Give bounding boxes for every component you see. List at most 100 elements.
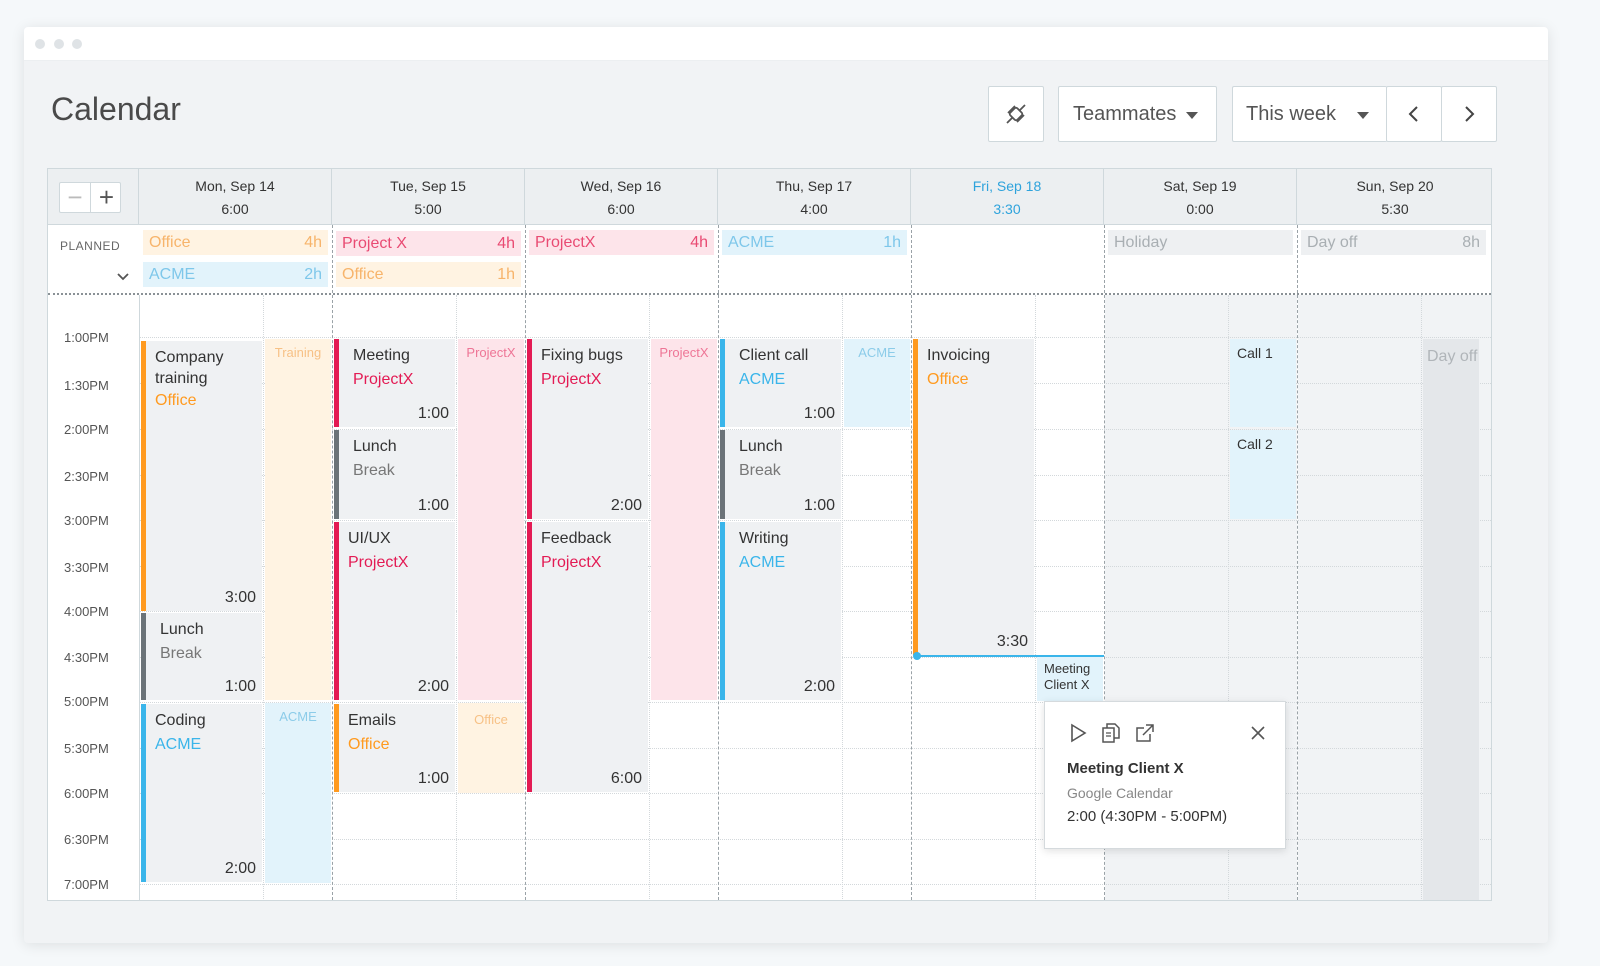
column-line [1421,295,1422,900]
column-line [456,295,457,900]
time-entry[interactable]: Lunch Break 1:00 [334,430,455,519]
planned-hours: 8h [1462,234,1480,251]
planned-block[interactable]: ProjectX [458,339,524,700]
planned-block[interactable]: Training [265,339,331,700]
entry-duration: 2:00 [224,860,256,877]
teammates-dropdown[interactable]: Teammates [1058,86,1217,142]
time-entry[interactable]: Invoicing Office 3:30 [913,339,1034,655]
time-entry[interactable]: Lunch Break 1:00 [141,613,262,700]
time-entry[interactable]: Coding ACME 2:00 [141,704,262,882]
planned-item[interactable]: Project X 4h [336,231,521,256]
entry-project: ProjectX [541,371,602,388]
time-entry[interactable]: Feedback ProjectX 6:00 [527,522,648,792]
time-entry[interactable]: Client call ACME 1:00 [720,339,841,427]
time-label: 6:30PM [64,832,109,847]
entry-duration: 1:00 [803,497,835,514]
entry-duration: 2:00 [417,678,449,695]
chevron-right-icon [1465,106,1475,122]
time-entry[interactable]: UI/UX ProjectX 2:00 [334,522,455,700]
play-icon[interactable] [1067,722,1089,744]
planned-item[interactable]: ProjectX 4h [529,230,714,255]
entry-duration: 1:00 [224,678,256,695]
planned-block[interactable]: ProjectX [651,339,717,700]
day-divider [1104,225,1105,293]
title-bar [24,27,1548,61]
day-header-sun[interactable]: Sun, Sep 20 5:30 [1297,169,1491,225]
day-divider [718,225,719,293]
copy-icon[interactable] [1100,722,1122,744]
planned-item[interactable]: Office 1h [336,262,521,287]
chevron-down-icon[interactable] [116,269,130,285]
satellite-icon [1006,104,1026,124]
day-date: Fri, Sep 18 [972,178,1042,194]
planned-name: ProjectX [535,234,596,251]
entry-title: Company training [155,349,224,387]
entry-project: ProjectX [348,554,409,571]
entry-duration: 3:30 [996,633,1028,650]
time-label: 3:30PM [64,560,109,575]
planned-hours: 4h [304,234,322,251]
column-line [1035,295,1036,900]
entry-duration: 1:00 [417,770,449,787]
planned-item[interactable]: Day off 8h [1301,230,1486,255]
planned-hours: 1h [497,266,515,283]
time-entry[interactable]: Writing ACME 2:00 [720,522,841,700]
time-entry[interactable]: Emails Office 1:00 [334,704,455,792]
plus-icon[interactable]: + [98,182,115,212]
day-total: 3:30 [993,201,1021,217]
prev-week-button[interactable] [1386,86,1442,142]
entry-duration: 2:00 [610,497,642,514]
column-line [649,295,650,900]
time-entry[interactable]: Meeting ProjectX 1:00 [334,339,455,427]
day-header-tue[interactable]: Tue, Sep 15 5:00 [332,169,525,225]
planned-block[interactable]: Office [458,703,524,793]
day-header-sat[interactable]: Sat, Sep 19 0:00 [1104,169,1297,225]
external-link-icon[interactable] [1134,722,1156,744]
day-total: 0:00 [1186,201,1214,217]
time-label: 2:00PM [64,422,109,437]
time-label: 3:00PM [64,513,109,528]
planned-item[interactable]: ACME 1h [722,230,907,255]
next-week-button[interactable] [1441,86,1497,142]
day-divider [911,225,912,293]
window-dot [72,39,82,49]
time-entry[interactable]: Company training Office 3:00 [141,341,262,611]
entry-project: ACME [739,554,786,571]
planned-block[interactable]: Call 1 [1230,339,1296,427]
popup-time: 2:00 (4:30PM - 5:00PM) [1067,808,1228,825]
time-entry[interactable]: Lunch Break 1:00 [720,430,841,519]
day-total: 5:00 [414,201,442,217]
entry-project: ProjectX [353,371,414,388]
time-label: 5:00PM [64,694,109,709]
planned-name: Office [149,234,191,251]
entry-duration: 1:00 [417,405,449,422]
current-time-marker [913,652,921,660]
sync-button[interactable] [988,86,1044,142]
planned-item[interactable]: ACME 2h [143,262,328,287]
event-popup: Meeting Client X Google Calendar 2:00 (4… [1044,701,1286,849]
range-dropdown[interactable]: This week [1232,86,1387,142]
planned-block[interactable]: ACME [265,703,331,883]
day-date: Thu, Sep 17 [775,178,853,194]
planned-block[interactable]: Meeting Client X [1037,657,1103,701]
planned-block[interactable]: Day off [1423,339,1479,900]
entry-title: Lunch [160,621,204,638]
minus-icon[interactable]: − [60,183,91,213]
close-icon[interactable] [1247,722,1269,744]
planned-label: PLANNED [60,239,121,253]
day-divider [1297,225,1298,293]
day-header-thu[interactable]: Thu, Sep 17 4:00 [718,169,911,225]
entry-duration: 1:00 [417,497,449,514]
current-time-line [916,655,1104,657]
planned-item[interactable]: Office 4h [143,230,328,255]
day-header-wed[interactable]: Wed, Sep 16 6:00 [525,169,718,225]
app-window: Calendar Teammates This week − + Mon, Se… [24,27,1548,943]
planned-block[interactable]: ACME [844,339,910,427]
day-date: Wed, Sep 16 [580,178,662,194]
planned-item[interactable]: Holiday [1108,230,1293,255]
day-header-fri[interactable]: Fri, Sep 18 3:30 [911,169,1104,225]
time-entry[interactable]: Fixing bugs ProjectX 2:00 [527,339,648,519]
day-header-mon[interactable]: Mon, Sep 14 6:00 [139,169,332,225]
planned-name: Holiday [1114,234,1168,251]
planned-block[interactable]: Call 2 [1230,430,1296,519]
